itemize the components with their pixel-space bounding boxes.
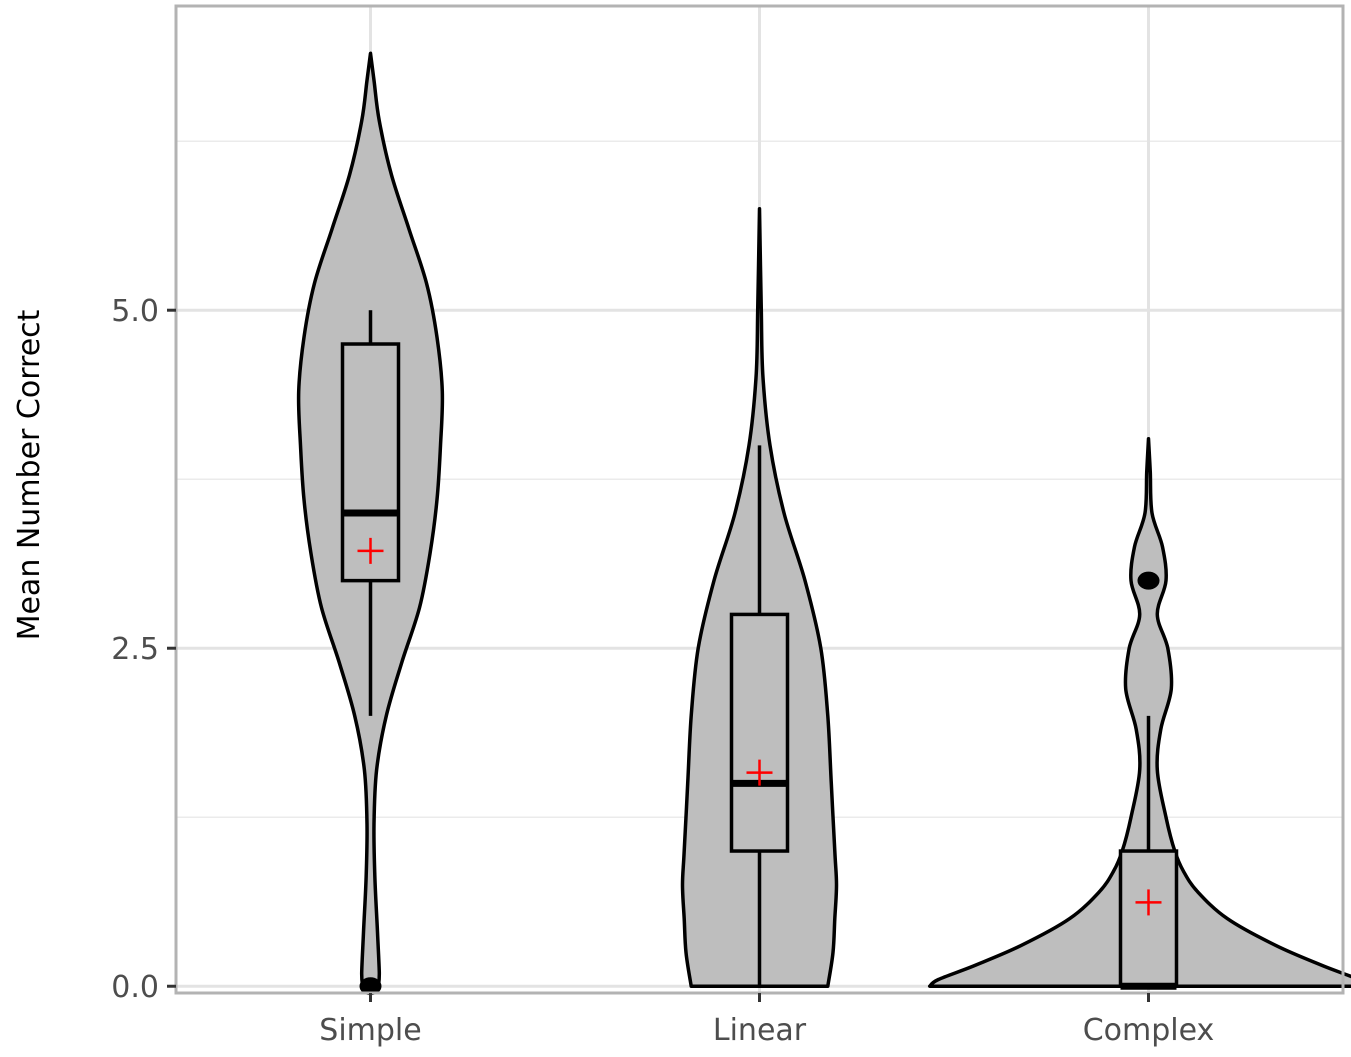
x-tick-label: Complex bbox=[1083, 1013, 1215, 1048]
box-iqr bbox=[729, 612, 790, 853]
x-tick-label: Simple bbox=[319, 1013, 421, 1048]
outlier-point bbox=[1137, 571, 1160, 590]
y-tick-label: 0.0 bbox=[111, 970, 159, 1005]
violins bbox=[296, 51, 1351, 988]
x-tick-label: Linear bbox=[713, 1013, 807, 1048]
y-axis-title: Mean Number Correct bbox=[12, 309, 47, 640]
y-tick-label: 5.0 bbox=[111, 294, 159, 329]
outlier-point bbox=[359, 977, 382, 996]
boxplots bbox=[340, 310, 1179, 996]
y-tick-label: 2.5 bbox=[111, 632, 159, 667]
y-axis: 0.0 2.5 5.0 bbox=[111, 294, 176, 1005]
violin-complex bbox=[927, 436, 1351, 988]
box-iqr bbox=[1118, 849, 1179, 988]
x-axis: Simple Linear Complex bbox=[319, 993, 1214, 1048]
